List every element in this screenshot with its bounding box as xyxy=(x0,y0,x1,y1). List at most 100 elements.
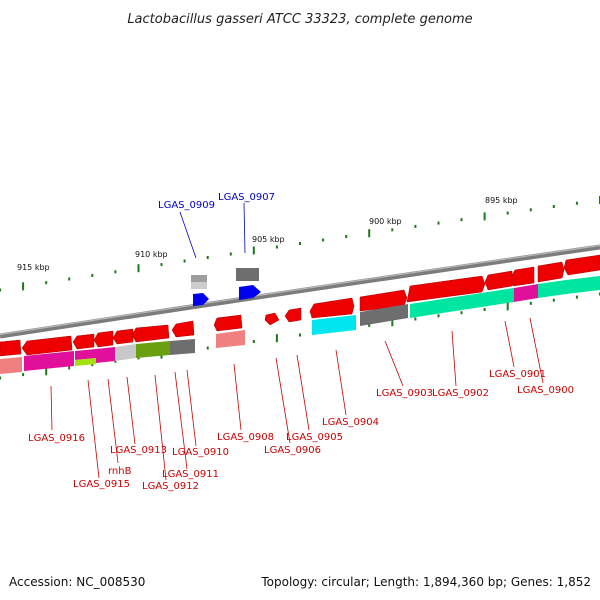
genome-summary: Topology: circular; Length: 1,894,360 bp… xyxy=(260,575,591,589)
gene-label-lgas-0916[interactable]: LGAS_0916 xyxy=(28,433,85,444)
ruler-tick xyxy=(252,246,255,255)
tick-label-910: 910 kbp xyxy=(135,250,168,259)
tick-label-905: 905 kbp xyxy=(252,235,285,244)
genome-backbone xyxy=(0,244,600,339)
gene-arrow[interactable] xyxy=(264,312,280,326)
inner-ruler-tick xyxy=(137,356,140,360)
ruler-tick xyxy=(391,228,394,232)
gene-arrow[interactable] xyxy=(406,275,486,303)
inner-ruler-tick xyxy=(0,376,1,380)
gene-arrow[interactable] xyxy=(537,261,565,283)
gene-label-lgas-0910[interactable]: LGAS_0910 xyxy=(172,447,229,458)
gene-arrow[interactable] xyxy=(359,289,408,312)
gene-label-lgas-0909[interactable]: LGAS_0909 xyxy=(158,200,215,211)
inner-ruler-tick xyxy=(552,298,555,302)
ruler-tick xyxy=(275,245,278,249)
gene-label-rnhb[interactable]: rnhB xyxy=(108,466,132,477)
gene-label-lgas-0904[interactable]: LGAS_0904 xyxy=(322,417,379,428)
tick-label-895: 895 kbp xyxy=(485,196,518,205)
ruler-tick xyxy=(160,263,163,267)
cog-bar xyxy=(24,351,74,371)
gene-label-lgas-0905[interactable]: LGAS_0905 xyxy=(286,432,343,443)
inner-ruler-tick xyxy=(460,311,463,315)
tick-label-915: 915 kbp xyxy=(17,263,50,272)
ruler-tick xyxy=(345,235,348,239)
gene-arrow[interactable] xyxy=(21,335,73,356)
ruler-tick xyxy=(22,282,25,291)
gene-label-lgas-0908[interactable]: LGAS_0908 xyxy=(217,432,274,443)
gene-arrow[interactable] xyxy=(213,314,243,332)
inner-ruler-tick xyxy=(22,373,25,377)
ruler-tick xyxy=(368,229,371,238)
forward-genes xyxy=(0,254,600,357)
gene-arrow[interactable] xyxy=(563,254,600,276)
ruler-tick xyxy=(575,201,578,205)
ruler-tick xyxy=(460,218,463,222)
gene-arrow[interactable] xyxy=(131,324,170,343)
ruler-tick xyxy=(183,259,186,263)
inner-ruler-tick xyxy=(437,314,440,318)
ruler-tick xyxy=(506,211,509,215)
gene-label-lgas-0913[interactable]: LGAS_0913 xyxy=(110,445,167,456)
ruler-tick xyxy=(529,208,532,212)
cog-bar xyxy=(410,288,514,318)
inner-ruler-tick xyxy=(575,295,578,299)
inner-ruler-tick xyxy=(275,334,278,343)
inner-ruler-tick xyxy=(414,317,417,321)
ruler-tick xyxy=(229,252,232,256)
gene-label-lgas-0912[interactable]: LGAS_0912 xyxy=(142,481,199,492)
inner-ruler-tick xyxy=(68,366,71,370)
inner-ruler-tick xyxy=(529,301,532,305)
ruler-tick xyxy=(552,205,555,208)
inner-ruler-tick xyxy=(506,302,509,311)
gene-label-lgas-0915[interactable]: LGAS_0915 xyxy=(73,479,130,490)
inner-ruler-tick xyxy=(114,359,117,363)
gene-label-lgas-0907[interactable]: LGAS_0907 xyxy=(218,192,275,203)
cog-bar xyxy=(312,315,356,335)
gene-arrow[interactable] xyxy=(171,320,195,338)
gene-label-lgas-0903[interactable]: LGAS_0903 xyxy=(376,388,433,399)
gene-arrow[interactable] xyxy=(284,307,302,323)
ruler-tick xyxy=(206,256,209,259)
inner-ruler-tick xyxy=(391,318,394,327)
inner-ruler-tick xyxy=(206,346,209,350)
ruler-tick xyxy=(437,221,440,225)
cog-bar xyxy=(75,358,96,366)
gene-labels: LGAS_0916 LGAS_0915 rnhB LGAS_0913 LGAS_… xyxy=(28,192,574,492)
cog-bar xyxy=(538,280,566,298)
inner-ruler-tick xyxy=(483,308,486,311)
cog-bar xyxy=(75,349,96,360)
gene-label-lgas-0901[interactable]: LGAS_0901 xyxy=(489,369,546,380)
gene-label-lgas-0906[interactable]: LGAS_0906 xyxy=(264,445,321,456)
cog-bar xyxy=(566,276,600,294)
inner-ruler-tick xyxy=(45,367,48,376)
ruler-tick xyxy=(0,288,1,292)
gene-label-lgas-0911[interactable]: LGAS_0911 xyxy=(162,469,219,480)
rna-arrow-0909[interactable] xyxy=(193,293,209,306)
gene-arrow[interactable] xyxy=(309,297,355,319)
reverse-features xyxy=(191,268,261,306)
gene-arrow[interactable] xyxy=(509,266,535,287)
gene-label-lgas-0900[interactable]: LGAS_0900 xyxy=(517,385,574,396)
rna-arrow-0907[interactable] xyxy=(239,285,261,300)
cog-bar xyxy=(136,341,170,358)
ruler-tick xyxy=(299,242,301,245)
gene-label-lgas-0902[interactable]: LGAS_0902 xyxy=(432,388,489,399)
ruler-tick xyxy=(114,270,117,274)
gene-arrow[interactable] xyxy=(0,339,22,357)
ruler-tick xyxy=(322,238,325,242)
ruler-tick xyxy=(45,281,48,285)
gene-arrow[interactable] xyxy=(112,328,134,345)
leader-lines xyxy=(50,202,544,481)
gene-arrow[interactable] xyxy=(72,333,95,350)
ruler-tick xyxy=(137,264,140,273)
gene-arrow[interactable] xyxy=(484,270,513,291)
accession-label: Accession: NC_008530 xyxy=(9,575,145,589)
cog-bar xyxy=(96,347,115,363)
map-title: Lactobacillus gasseri ATCC 33323, comple… xyxy=(127,12,472,27)
gene-arrow[interactable] xyxy=(93,330,114,348)
inner-ruler-tick xyxy=(91,363,94,367)
inner-ruler-tick xyxy=(252,340,255,343)
inner-ruler-tick xyxy=(299,333,301,337)
